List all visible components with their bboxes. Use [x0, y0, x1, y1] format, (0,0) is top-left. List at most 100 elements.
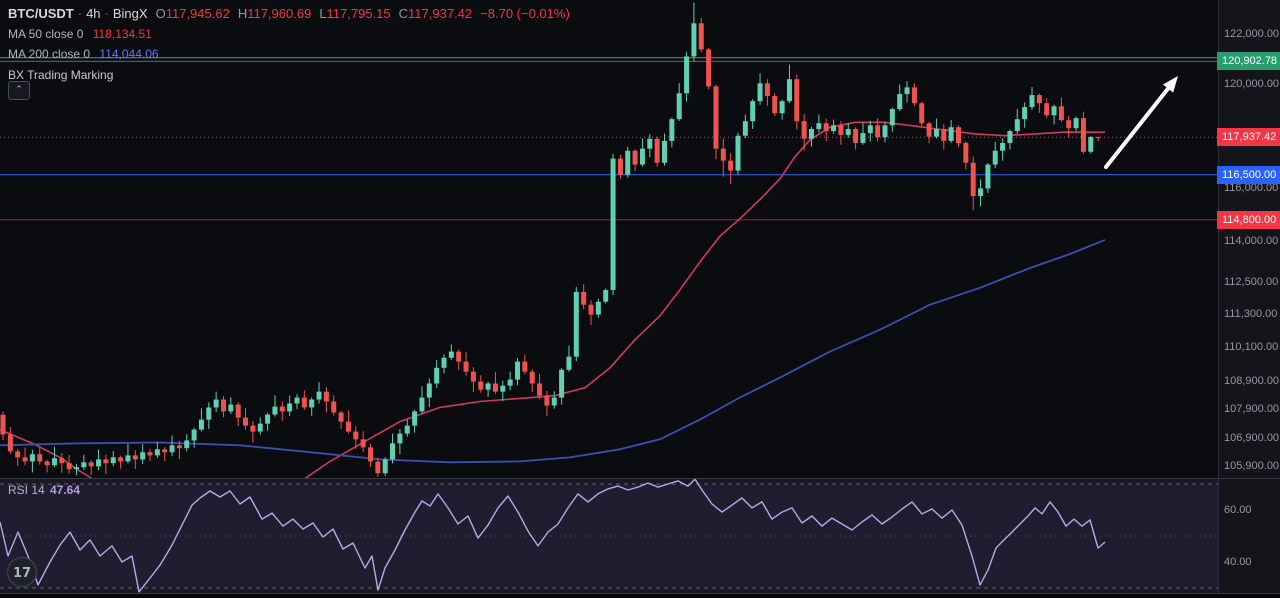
candle-body	[265, 414, 271, 424]
candle-body	[154, 449, 160, 456]
candle-body	[301, 397, 307, 408]
candle-body	[1007, 131, 1013, 143]
pane-separator-bottom[interactable]	[0, 593, 1280, 594]
candle-body	[176, 445, 182, 449]
candle-body	[353, 431, 359, 440]
ma50-legend-row[interactable]: MA 50 close 0 118,134.51	[8, 24, 570, 44]
candle-body	[29, 454, 35, 462]
candle-body	[713, 86, 719, 149]
candle-body	[7, 434, 13, 452]
pane-separator[interactable]	[0, 478, 1280, 479]
symbol-row[interactable]: BTC/USDT · 4h · BingX O117,945.62 H117,960.69 L…	[8, 4, 570, 24]
candle-body	[573, 291, 579, 357]
arrow-annotation-head[interactable]	[1162, 76, 1178, 93]
candle-body	[860, 133, 866, 143]
candle-body	[456, 351, 462, 362]
high-value: 117,960.69	[247, 6, 312, 21]
candle-body	[44, 461, 50, 466]
candle-body	[66, 463, 72, 470]
candle-body	[684, 56, 690, 94]
candle-body	[948, 127, 954, 141]
candle-body	[368, 447, 373, 462]
candle-body	[96, 459, 102, 467]
bx-indicator-label[interactable]: BX Trading Marking	[8, 68, 114, 82]
candle-body	[625, 150, 631, 175]
candle-body	[750, 101, 756, 122]
logo-glyph: 17	[13, 566, 31, 581]
candle-body	[669, 119, 675, 141]
candle-body	[331, 401, 337, 413]
price-tick-label: 112,500.00	[1224, 275, 1279, 288]
candle-body	[786, 79, 792, 102]
arrow-annotation-shaft[interactable]	[1104, 86, 1171, 169]
price-tick-label: 105,900.00	[1224, 460, 1280, 473]
candle-body	[581, 291, 587, 305]
candle-body	[463, 361, 469, 372]
candle-body	[448, 351, 454, 358]
candle-body	[507, 379, 513, 386]
candle-body	[772, 96, 778, 114]
candle-body	[882, 125, 888, 138]
ma50-line	[0, 428, 93, 480]
candle-body	[992, 150, 998, 165]
time-axis-strip	[0, 594, 1280, 598]
candle-body	[1022, 107, 1028, 120]
candle-body	[198, 419, 204, 430]
candle-body	[662, 140, 667, 163]
close-value: 117,937.42	[408, 6, 473, 21]
candle-body	[441, 357, 447, 368]
price-chart-canvas[interactable]: RSI 14 47.64	[0, 0, 1218, 598]
candle-body	[919, 103, 925, 124]
candle-body	[1051, 106, 1057, 116]
candle-body	[551, 397, 557, 406]
candle-body	[272, 406, 278, 415]
price-axis[interactable]: 122,000.00 120,000.00 116,000.00 114,000.00…	[1217, 0, 1280, 598]
candle-body	[118, 457, 124, 462]
candle-body	[1044, 103, 1050, 116]
candle-body	[610, 158, 616, 290]
candle-body	[1000, 142, 1006, 151]
candle-body	[81, 462, 87, 468]
candle-body	[103, 459, 109, 464]
candle-body	[698, 23, 704, 50]
candle-body	[845, 128, 851, 135]
candle-body	[853, 128, 859, 143]
candle-body	[279, 406, 285, 412]
candle-body	[529, 371, 535, 384]
candle-body	[15, 451, 21, 458]
symbol-name[interactable]: BTC/USDT	[8, 6, 74, 21]
candle-body	[485, 383, 491, 390]
candle-body	[676, 93, 682, 120]
price-tick-label: 122,000.00	[1224, 27, 1280, 40]
candle-body	[654, 138, 660, 163]
candle-body	[1088, 137, 1094, 152]
candle-body	[294, 397, 300, 404]
candle-body	[588, 304, 594, 315]
candle-body	[492, 383, 498, 392]
candle-body	[419, 397, 425, 412]
candle-body	[566, 356, 572, 370]
candle-body	[537, 383, 543, 396]
interval-label[interactable]: 4h	[86, 6, 101, 21]
ma200-legend-row[interactable]: MA 200 close 0 114,044.06	[8, 44, 570, 64]
candle-body	[375, 461, 381, 474]
ma50-label: MA 50 close 0	[8, 27, 84, 41]
candle-body	[889, 109, 895, 126]
level-price-badge: 116,500.00	[1217, 165, 1280, 184]
candle-body	[162, 449, 168, 453]
price-tick-label: 111,300.00	[1224, 308, 1278, 321]
tradingview-logo[interactable]: 17	[6, 556, 38, 588]
candle-body	[559, 369, 565, 398]
candle-body	[382, 459, 388, 474]
candle-body	[632, 150, 638, 165]
candle-body	[360, 439, 366, 448]
candle-body	[88, 462, 94, 467]
candle-body	[728, 160, 734, 171]
collapse-indicator-button[interactable]: ⌃	[8, 81, 30, 100]
candle-body	[1073, 118, 1079, 129]
candle-body	[243, 417, 249, 426]
separator-dot: ·	[104, 6, 109, 21]
candle-body	[831, 125, 837, 132]
candle-body	[1036, 95, 1042, 104]
candle-body	[1058, 106, 1064, 121]
